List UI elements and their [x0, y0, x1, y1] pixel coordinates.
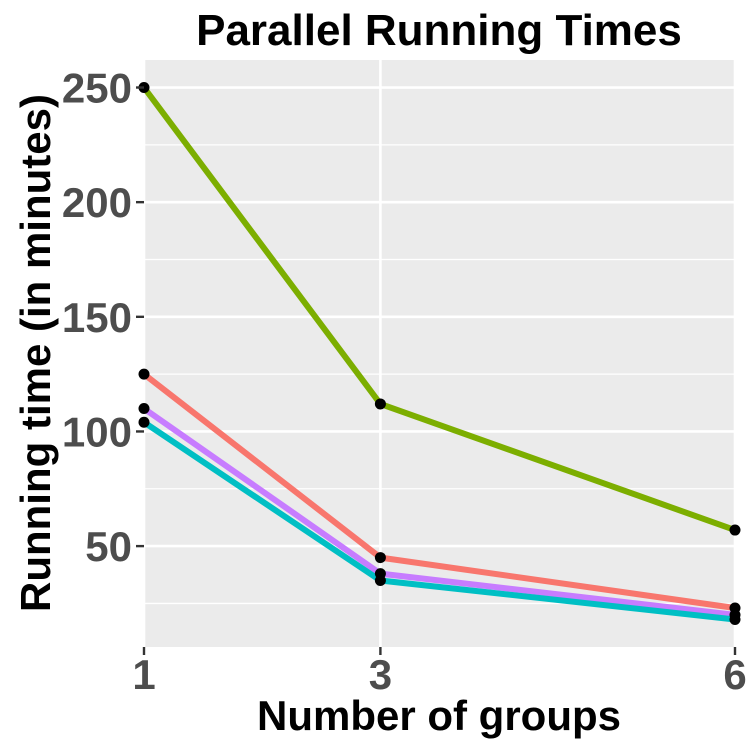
y-axis-label: Running time (in minutes): [12, 94, 59, 612]
y-axis-ticks: 50 100 150 200 250: [62, 65, 144, 570]
series-points: [138, 82, 741, 625]
data-point: [729, 613, 741, 625]
major-grid: [142, 60, 737, 647]
x-tick-label: 3: [369, 651, 392, 698]
data-point: [138, 416, 150, 428]
data-point: [138, 403, 150, 415]
x-tick-label: 6: [723, 651, 746, 698]
y-tick-label: 200: [62, 179, 132, 226]
y-tick-label: 100: [62, 408, 132, 455]
x-axis-ticks: 1 3 6: [132, 647, 747, 698]
plot-panel: [144, 60, 735, 647]
data-point: [374, 398, 386, 410]
data-point: [374, 552, 386, 564]
y-tick-label: 50: [85, 523, 132, 570]
data-point: [138, 368, 150, 380]
x-tick-label: 1: [132, 651, 155, 698]
y-tick-label: 150: [62, 294, 132, 341]
data-point: [729, 524, 741, 536]
data-point: [374, 575, 386, 587]
y-tick-label: 250: [62, 65, 132, 112]
x-axis-label: Number of groups: [257, 692, 621, 739]
chart-title: Parallel Running Times: [196, 6, 682, 55]
